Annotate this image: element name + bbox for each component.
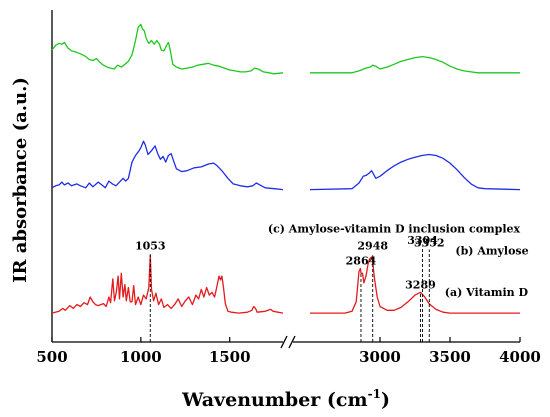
series-line-3 xyxy=(51,23,520,75)
vertical-guides xyxy=(149,246,430,342)
x-tick-label-1500: 1500 xyxy=(209,348,251,366)
x-tick-label-4000: 4000 xyxy=(499,348,541,366)
x-tick-label-500: 500 xyxy=(36,348,67,366)
x-axis-title: Wavenumber (cm-1) xyxy=(181,387,390,411)
series-line-2 xyxy=(51,140,521,191)
annotation-label: 3304 xyxy=(407,234,438,247)
x-tick-label-1000: 1000 xyxy=(120,348,162,366)
annotation-label: 1053 xyxy=(135,240,166,253)
annotation-label: 3352 xyxy=(414,237,445,250)
annotation-label: 2948 xyxy=(357,240,388,253)
annotation-label: 3289 xyxy=(405,278,436,291)
x-axis-title-sup: -1 xyxy=(368,387,381,401)
y-axis-title: IR absorbance (a.u.) xyxy=(10,77,31,283)
x-tick-label-3500: 3500 xyxy=(429,348,471,366)
annotation-label: (a) Vitamin D xyxy=(445,286,529,299)
series-line-1 xyxy=(51,254,520,314)
plot-frame xyxy=(51,10,520,349)
x-axis-title-close: ) xyxy=(381,389,390,411)
series-group xyxy=(51,23,521,314)
x-axis-title-main: Wavenumber (cm xyxy=(181,389,368,411)
x-tick-label-3000: 3000 xyxy=(359,348,401,366)
annotation-label: (b) Amylose xyxy=(455,244,528,257)
axis-break-icon xyxy=(280,335,296,349)
annotation-label: (c) Amylose-vitamin D inclusion complex xyxy=(268,222,521,235)
annotation-label: 2864 xyxy=(346,255,377,268)
x-ticks: 500 1000 1500 3000 3500 4000 xyxy=(36,337,541,366)
